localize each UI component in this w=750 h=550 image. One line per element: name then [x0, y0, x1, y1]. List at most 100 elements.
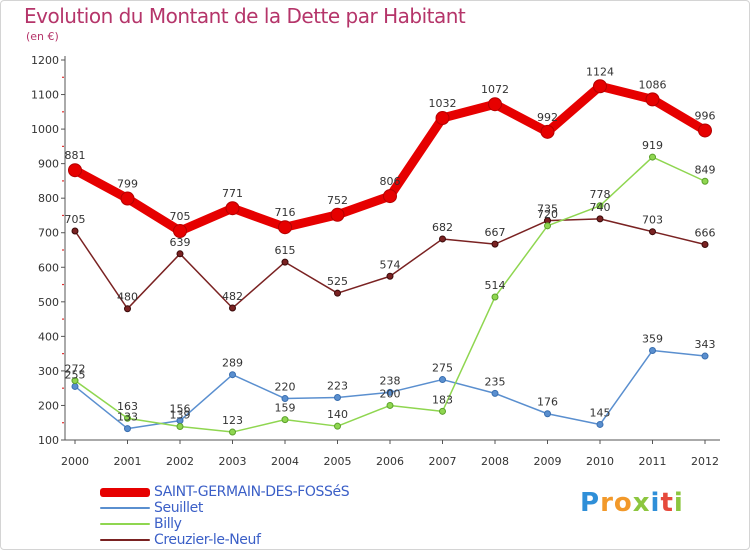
- data-label: 849: [695, 163, 716, 176]
- data-label: 806: [380, 175, 401, 188]
- legend-item: SAINT-GERMAIN-DES-FOSSéS: [100, 484, 350, 500]
- data-point: [173, 224, 187, 238]
- data-point: [68, 163, 82, 178]
- data-label: 159: [275, 402, 296, 415]
- data-label: 1032: [429, 97, 457, 110]
- x-tick-label: 2002: [166, 455, 194, 468]
- data-point: [334, 394, 341, 402]
- data-point: [701, 177, 709, 185]
- y-tick-label: 100: [38, 434, 59, 447]
- data-point: [71, 227, 79, 235]
- y-tick-label: 600: [38, 261, 59, 274]
- legend-swatch: [100, 487, 150, 497]
- data-label: 716: [275, 206, 296, 219]
- data-point: [596, 202, 604, 210]
- data-point: [439, 376, 446, 384]
- legend-swatch: [100, 523, 150, 525]
- data-point: [124, 414, 131, 422]
- data-label: 720: [537, 208, 558, 221]
- y-tick-label: 800: [38, 192, 59, 205]
- data-label: 163: [117, 400, 138, 413]
- data-label: 359: [642, 333, 663, 346]
- data-point: [386, 388, 394, 396]
- data-point: [278, 220, 292, 235]
- data-label: 996: [695, 109, 716, 122]
- legend-label: Seuillet: [154, 500, 203, 516]
- data-point: [544, 222, 551, 230]
- data-point: [439, 235, 446, 243]
- data-label: 705: [65, 213, 86, 226]
- data-label: 275: [432, 362, 453, 375]
- x-tick-label: 2004: [271, 455, 299, 468]
- data-label: 289: [222, 357, 243, 370]
- logo-letter: P: [580, 488, 601, 518]
- data-point: [386, 401, 394, 409]
- data-point: [330, 207, 345, 222]
- logo-letter: i: [673, 488, 684, 518]
- data-label: 881: [65, 149, 86, 162]
- data-label: 255: [65, 368, 86, 381]
- x-tick-label: 2000: [61, 455, 89, 468]
- data-label: 615: [275, 244, 296, 257]
- data-label: 272: [65, 363, 86, 376]
- data-point: [386, 272, 394, 280]
- data-label: 735: [537, 203, 558, 216]
- data-point: [649, 153, 656, 161]
- data-label: 200: [380, 387, 401, 400]
- y-tick-label: 500: [38, 296, 59, 309]
- data-label: 223: [327, 380, 348, 393]
- chart-title: Evolution du Montant de la Dette par Hab…: [24, 4, 466, 28]
- x-tick-label: 2005: [324, 455, 352, 468]
- data-point: [71, 382, 79, 390]
- logo-letter: r: [600, 488, 614, 518]
- legend-item: Seuillet: [100, 500, 349, 516]
- data-label: 139: [170, 409, 191, 422]
- data-point: [281, 395, 289, 403]
- legend-item: Creuzier-le-Neuf: [100, 532, 349, 548]
- data-point: [120, 191, 135, 206]
- logo-letter: x: [632, 488, 651, 518]
- data-point: [596, 215, 604, 223]
- data-point: [229, 371, 236, 379]
- y-tick-label: 300: [38, 365, 59, 378]
- x-tick-label: 2011: [639, 455, 667, 468]
- data-point: [698, 123, 712, 138]
- data-label: 682: [432, 221, 453, 234]
- data-label: 343: [695, 338, 716, 351]
- data-label: 574: [380, 258, 401, 271]
- logo-letter: o: [613, 488, 633, 518]
- data-label: 123: [222, 414, 243, 427]
- data-label: 183: [432, 393, 453, 406]
- data-point: [439, 407, 446, 415]
- x-tick-label: 2003: [219, 455, 247, 468]
- data-point: [225, 201, 240, 216]
- data-point: [701, 352, 709, 360]
- legend-label: Billy: [154, 516, 182, 532]
- data-point: [229, 304, 236, 312]
- data-point: [435, 111, 450, 126]
- legend-swatch: [100, 507, 150, 509]
- legend-label: SAINT-GERMAIN-DES-FOSSéS: [154, 484, 350, 500]
- data-label: 703: [642, 214, 663, 227]
- data-label: 220: [275, 381, 296, 394]
- data-label: 667: [485, 226, 506, 239]
- data-label: 514: [485, 279, 506, 292]
- x-tick-label: 2007: [429, 455, 457, 468]
- y-tick-label: 1100: [31, 89, 59, 102]
- data-point: [176, 423, 184, 431]
- data-point: [281, 416, 289, 424]
- x-tick-label: 2010: [586, 455, 614, 468]
- data-point: [334, 422, 341, 430]
- x-tick-label: 2008: [481, 455, 509, 468]
- data-point: [124, 425, 131, 433]
- data-point: [383, 189, 397, 204]
- data-point: [540, 124, 555, 139]
- y-tick-label: 900: [38, 158, 59, 171]
- data-label: 778: [590, 188, 611, 201]
- data-label: 771: [222, 187, 243, 200]
- data-point: [281, 258, 289, 266]
- x-tick-label: 2001: [114, 455, 142, 468]
- data-point: [701, 240, 709, 248]
- data-label: 238: [380, 374, 401, 387]
- data-label: 156: [170, 403, 191, 416]
